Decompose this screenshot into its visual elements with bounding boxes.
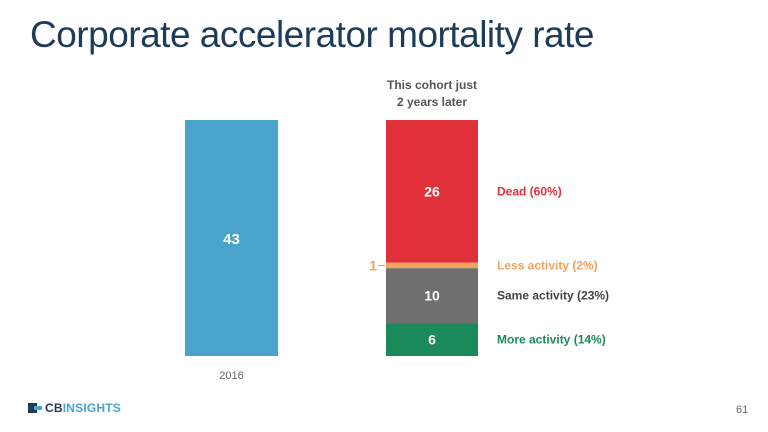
bar-segment-dead	[386, 120, 478, 263]
segment-value-same: 10	[424, 288, 440, 304]
bar-segment-more	[386, 323, 478, 356]
legend-label-less: Less activity (2%)	[497, 258, 598, 272]
logo-text-bold: CB	[45, 401, 63, 415]
cb-insights-logo: CBINSIGHTS	[28, 401, 121, 415]
bar-segment-less	[386, 262, 478, 269]
legend-label-dead: Dead (60%)	[497, 184, 562, 198]
cohort-label-line-2: 2 years later	[397, 95, 467, 109]
logo-text-light: INSIGHTS	[62, 401, 122, 415]
legend-label-more: More activity (14%)	[497, 333, 606, 347]
segment-value-dead: 26	[424, 183, 440, 199]
cohort-label-line-1: This cohort just	[387, 78, 477, 92]
bar-total-value-label: 43	[223, 231, 240, 248]
bar-segment-same	[386, 268, 478, 324]
cb-insights-logo-icon	[28, 403, 42, 413]
x-category-label: 2016	[219, 370, 243, 382]
bar-total	[185, 120, 278, 356]
legend-label-same: Same activity (23%)	[497, 289, 609, 303]
page-title: Corporate accelerator mortality rate	[30, 14, 594, 55]
segment-value-less: 1	[369, 257, 377, 273]
segment-value-more: 6	[428, 332, 436, 348]
page-number: 61	[736, 404, 749, 416]
